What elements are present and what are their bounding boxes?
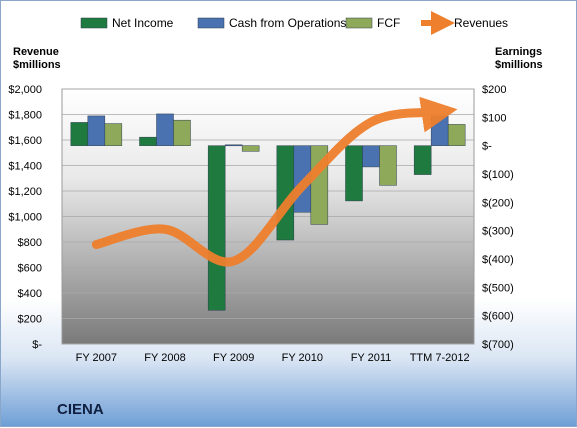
right-axis-title-line-2: $millions [495,59,543,71]
bar-fcf [241,145,260,152]
right-axis-title: Earnings $millions [495,46,543,72]
left-axis-title-line-2: $millions [13,59,61,71]
bar-fcf [447,124,466,146]
legend: Net Income Cash from Operations FCF Revenue… [80,11,508,35]
category-label: TTM 7-2012 [410,352,470,364]
category-label: FY 2007 [76,352,117,364]
revenues-line [91,96,458,267]
legend-label: Revenues [454,16,508,30]
legend-item-cash-from-operations: Cash from Operations [197,16,346,30]
category-label: FY 2009 [213,352,254,364]
left-tick-label: $2,000 [8,84,42,96]
left-tick-label: $800 [18,237,42,249]
legend-swatch [345,17,373,29]
bar-fcf [379,145,397,186]
bar-net-income [70,122,89,146]
right-tick-label: $(300) [482,226,514,238]
right-tick-label: $100 [482,112,506,124]
right-tick-label: $- [482,141,492,153]
right-tick-label: $(200) [482,197,514,209]
bar-fcf [173,119,191,146]
legend-label: Net Income [112,16,174,30]
left-tick-label: $200 [18,314,42,326]
bar-net-income [207,145,226,311]
legend-item-fcf: FCF [345,16,400,30]
legend-item-revenues: Revenues [421,11,508,35]
right-axis-title-line-1: Earnings [495,46,543,58]
right-tick-label: $(500) [482,282,514,294]
left-axis-title-line-1: Revenue [13,46,59,58]
legend-swatch [197,17,225,29]
legend-swatch [80,17,108,29]
bar-cash-from-operations [430,115,449,146]
bar-fcf [104,123,123,146]
bar-cash-from-operations [156,113,174,146]
legend-label: FCF [377,16,400,30]
bar-net-income [139,136,157,146]
right-tick-label: $(600) [482,311,514,323]
right-tick-label: $200 [482,84,506,96]
left-tick-label: $1,000 [8,212,42,224]
bar-net-income [413,145,432,175]
right-tick-label: $(700) [482,339,514,351]
bar-net-income [345,145,363,202]
right-tick-label: $(100) [482,169,514,181]
legend-label: Cash from Operations [229,16,346,30]
bar-cash-from-operations [87,115,106,146]
bar-cash-from-operations [362,145,380,168]
left-tick-label: $600 [18,263,42,275]
left-tick-label: $1,200 [8,186,42,198]
bar-cash-from-operations [224,144,243,147]
company-name: CIENA [57,401,104,418]
category-label: FY 2010 [282,352,323,364]
category-label: FY 2011 [351,352,392,364]
legend-item-net-income: Net Income [80,16,174,30]
right-tick-label: $(400) [482,254,514,266]
left-tick-label: $1,800 [8,110,42,122]
left-tick-label: $- [32,339,42,351]
left-tick-label: $1,600 [8,135,42,147]
left-axis-title: Revenue $millions [13,46,61,72]
left-tick-label: $400 [18,288,42,300]
category-label: FY 2008 [144,352,185,364]
left-tick-label: $1,400 [8,161,42,173]
